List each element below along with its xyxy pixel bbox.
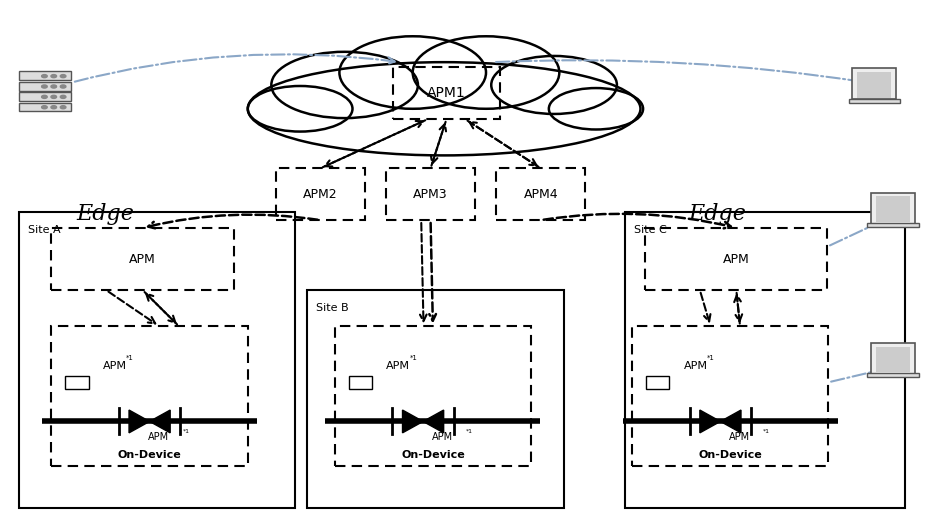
- Ellipse shape: [248, 62, 640, 155]
- Circle shape: [42, 95, 47, 98]
- Bar: [646, 376, 669, 390]
- Bar: [496, 168, 585, 220]
- Text: On-Device: On-Device: [118, 450, 181, 460]
- Bar: [393, 67, 500, 119]
- Bar: [386, 168, 475, 220]
- Text: *1: *1: [182, 429, 189, 434]
- Bar: [857, 72, 891, 98]
- Text: *1: *1: [763, 429, 770, 434]
- FancyArrowPatch shape: [429, 223, 436, 321]
- FancyArrowPatch shape: [734, 295, 741, 324]
- Bar: [625, 212, 905, 508]
- Circle shape: [60, 106, 66, 109]
- Text: APM3: APM3: [413, 188, 448, 201]
- Bar: [51, 228, 234, 290]
- Ellipse shape: [491, 56, 617, 114]
- Bar: [349, 376, 372, 390]
- Circle shape: [51, 106, 57, 109]
- Bar: [868, 373, 918, 377]
- FancyArrowPatch shape: [543, 214, 731, 228]
- Ellipse shape: [248, 86, 352, 132]
- Bar: [876, 196, 910, 222]
- FancyArrowPatch shape: [431, 122, 446, 164]
- Text: APM: APM: [432, 432, 453, 442]
- Text: APM: APM: [729, 432, 750, 442]
- Bar: [51, 326, 248, 466]
- FancyArrowPatch shape: [469, 122, 539, 167]
- Ellipse shape: [549, 88, 643, 130]
- Text: Site C: Site C: [634, 225, 667, 235]
- FancyArrowPatch shape: [468, 121, 537, 166]
- Bar: [19, 103, 71, 111]
- Bar: [849, 99, 900, 103]
- Text: APM4: APM4: [524, 188, 558, 201]
- Polygon shape: [129, 410, 150, 433]
- Bar: [276, 168, 365, 220]
- Bar: [307, 290, 564, 508]
- FancyArrowPatch shape: [108, 292, 155, 323]
- Bar: [19, 71, 71, 80]
- Ellipse shape: [339, 36, 486, 109]
- Bar: [65, 376, 89, 390]
- Text: *1: *1: [410, 355, 417, 361]
- Bar: [632, 326, 828, 466]
- FancyArrowPatch shape: [431, 124, 446, 166]
- Text: APM: APM: [129, 252, 156, 266]
- Polygon shape: [402, 410, 424, 433]
- Text: *1: *1: [466, 429, 472, 434]
- Bar: [871, 193, 914, 224]
- FancyArrowPatch shape: [420, 223, 426, 321]
- Text: Edge: Edge: [689, 204, 746, 225]
- Bar: [868, 223, 918, 227]
- Circle shape: [42, 85, 47, 88]
- Text: *1: *1: [126, 355, 134, 361]
- Bar: [19, 212, 295, 508]
- Text: On-Device: On-Device: [401, 450, 465, 460]
- Ellipse shape: [412, 36, 559, 109]
- Text: Site B: Site B: [316, 303, 349, 313]
- Text: APM: APM: [103, 361, 127, 370]
- Text: APM1: APM1: [427, 86, 466, 100]
- Bar: [876, 347, 910, 372]
- FancyArrowPatch shape: [148, 214, 318, 228]
- Text: On-Device: On-Device: [698, 450, 762, 460]
- FancyArrowPatch shape: [323, 121, 424, 167]
- Circle shape: [42, 106, 47, 109]
- Bar: [335, 326, 531, 466]
- Bar: [645, 228, 827, 290]
- Circle shape: [51, 95, 57, 98]
- Bar: [853, 68, 896, 99]
- Circle shape: [42, 75, 47, 78]
- FancyArrowPatch shape: [736, 293, 742, 321]
- Text: APM2: APM2: [303, 188, 338, 201]
- Bar: [871, 343, 914, 374]
- Text: APM: APM: [149, 432, 169, 442]
- FancyArrowPatch shape: [146, 294, 177, 324]
- Bar: [19, 82, 71, 91]
- Circle shape: [51, 75, 57, 78]
- Text: Edge: Edge: [77, 204, 134, 225]
- FancyArrowPatch shape: [145, 292, 176, 323]
- Ellipse shape: [326, 78, 562, 150]
- Text: APM: APM: [386, 361, 410, 370]
- Bar: [19, 92, 71, 101]
- Circle shape: [51, 85, 57, 88]
- Polygon shape: [721, 410, 741, 433]
- Text: APM: APM: [683, 361, 708, 370]
- Polygon shape: [699, 410, 721, 433]
- FancyArrowPatch shape: [324, 120, 425, 166]
- Text: Site A: Site A: [28, 225, 61, 235]
- Ellipse shape: [271, 52, 418, 118]
- Circle shape: [60, 85, 66, 88]
- Circle shape: [60, 75, 66, 78]
- Polygon shape: [150, 410, 170, 433]
- Text: *1: *1: [707, 355, 714, 361]
- Polygon shape: [424, 410, 444, 433]
- FancyArrowPatch shape: [700, 293, 711, 322]
- Circle shape: [60, 95, 66, 98]
- Text: APM: APM: [723, 252, 750, 266]
